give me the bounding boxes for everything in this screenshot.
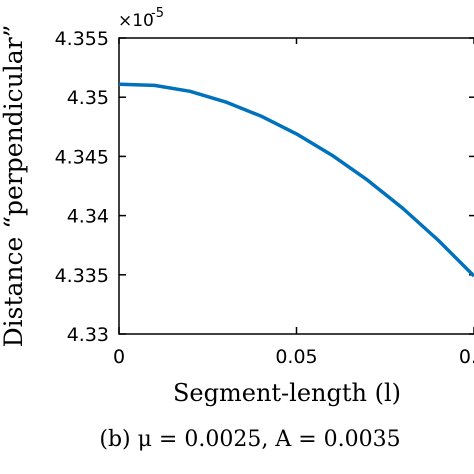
x-tick-label: 0.05: [275, 346, 317, 368]
series-layer: [118, 82, 474, 278]
y-axis: 4.33 4.335 4.34 4.345 4.35 4.355: [55, 28, 474, 346]
x-axis-label: Segment-length (l): [173, 379, 401, 407]
figure-caption: (b) μ = 0.0025, A = 0.0035: [99, 427, 400, 452]
y-tick-label: 4.35: [67, 87, 109, 109]
x-tick-label: 0: [113, 346, 125, 368]
y-axis-multiplier: ×10: [118, 11, 154, 31]
y-axis-exponent: -5: [151, 6, 164, 21]
y-axis-label: Distance “perpendicular”: [0, 25, 28, 348]
y-tick-label: 4.34: [67, 206, 109, 228]
y-tick-label: 4.355: [55, 28, 109, 50]
y-tick-label: 4.345: [55, 146, 109, 168]
plot-border: [118, 37, 474, 335]
y-tick-label: 4.33: [67, 324, 109, 346]
plot-area: [118, 37, 474, 335]
x-axis: 0 0.05 0.1: [113, 38, 474, 368]
y-tick-label: 4.335: [55, 265, 109, 287]
x-tick-label: 0.1: [459, 346, 474, 368]
series-line: [118, 82, 474, 278]
